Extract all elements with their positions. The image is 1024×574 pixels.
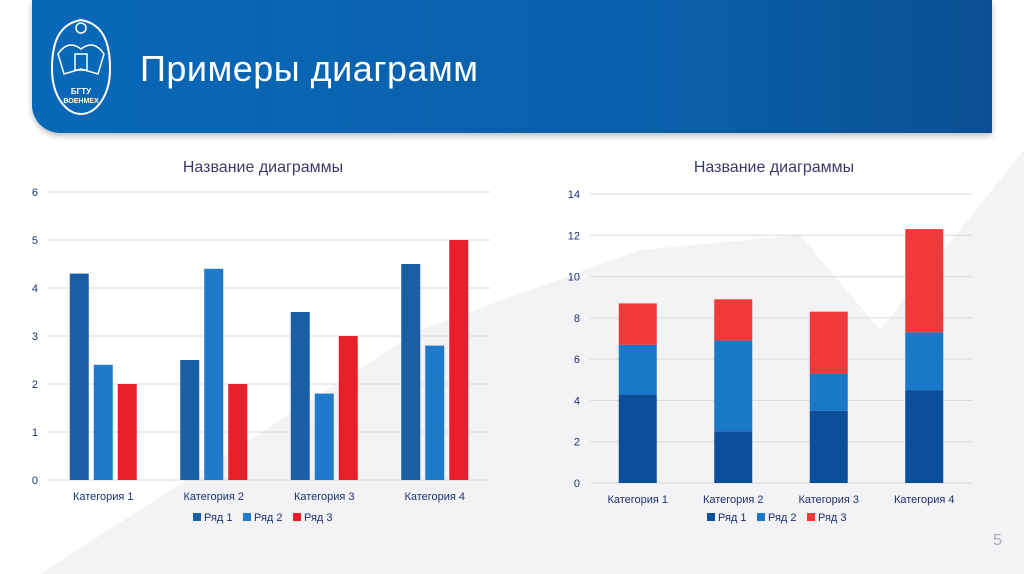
y-tick-label: 14 xyxy=(568,189,580,201)
legend-swatch xyxy=(243,513,251,521)
y-tick-label: 5 xyxy=(32,235,38,247)
legend-swatch xyxy=(293,513,301,521)
legend-label: Ряд 1 xyxy=(718,512,747,524)
bar xyxy=(228,384,248,480)
x-tick-label: Категория 4 xyxy=(404,491,465,503)
clustered-bar-chart: Название диаграммы 0 1 2 3 4 5 6 Категория 1 Кате… xyxy=(32,159,490,524)
slide-header: БГТУ ВОЕНМЕХ Примеры диаграмм xyxy=(32,0,992,133)
legend-label: Ряд 3 xyxy=(818,512,847,524)
legend-label: Ряд 1 xyxy=(204,512,233,524)
bar xyxy=(401,264,421,480)
legend-swatch xyxy=(807,513,815,521)
legend-label: Ряд 2 xyxy=(254,512,283,524)
bar xyxy=(290,312,310,480)
legend-swatch xyxy=(707,513,715,521)
y-tick-label: 2 xyxy=(574,437,580,449)
bar-segment xyxy=(905,332,944,391)
y-tick-label: 12 xyxy=(568,230,580,242)
bar-segment xyxy=(905,390,944,483)
y-tick-label: 2 xyxy=(32,379,38,391)
x-tick-label: Категория 2 xyxy=(703,494,764,506)
y-tick-label: 6 xyxy=(32,187,38,199)
y-tick-label: 0 xyxy=(32,475,38,487)
stacked-bar-chart: Название диаграммы 0 2 4 6 8 10 12 14 Категория 1… xyxy=(568,159,972,524)
bar-segment xyxy=(714,299,753,341)
chart-title: Название диаграммы xyxy=(183,159,343,176)
bar-segment xyxy=(618,303,657,345)
y-tick-label: 4 xyxy=(574,395,580,407)
bar xyxy=(180,360,200,480)
x-tick-label: Категория 1 xyxy=(73,491,134,503)
bar xyxy=(117,384,137,480)
slide-title: Примеры диаграмм xyxy=(140,48,479,89)
bar-segment xyxy=(618,394,657,483)
x-tick-label: Категория 1 xyxy=(607,494,668,506)
bar xyxy=(93,364,113,480)
y-tick-label: 4 xyxy=(32,283,38,295)
page-number: 5 xyxy=(993,532,1002,549)
legend-swatch xyxy=(193,513,201,521)
bar-segment xyxy=(618,344,657,395)
y-tick-label: 0 xyxy=(574,478,580,490)
bar xyxy=(314,393,334,480)
y-tick-label: 3 xyxy=(32,331,38,343)
svg-text:БГТУ: БГТУ xyxy=(71,87,92,96)
bar-segment xyxy=(809,410,848,483)
bar xyxy=(425,345,445,480)
bar-segment xyxy=(809,373,848,411)
bar xyxy=(204,268,224,480)
x-tick-label: Категория 2 xyxy=(183,491,244,503)
y-tick-label: 8 xyxy=(574,313,580,325)
legend-swatch xyxy=(757,513,765,521)
y-tick-label: 1 xyxy=(32,427,38,439)
bar-segment xyxy=(714,340,753,432)
bar-segment xyxy=(714,431,753,483)
x-tick-label: Категория 4 xyxy=(894,494,955,506)
bar xyxy=(338,336,358,480)
bar-segment xyxy=(905,229,944,333)
bar xyxy=(449,240,469,480)
x-tick-label: Категория 3 xyxy=(294,491,355,503)
bar xyxy=(69,273,89,480)
university-logo: БГТУ ВОЕНМЕХ xyxy=(50,18,112,116)
legend-label: Ряд 2 xyxy=(768,512,797,524)
legend-label: Ряд 3 xyxy=(304,512,333,524)
y-tick-label: 10 xyxy=(568,272,580,284)
svg-text:ВОЕНМЕХ: ВОЕНМЕХ xyxy=(63,98,99,105)
bar-segment xyxy=(809,311,848,374)
y-tick-label: 6 xyxy=(574,354,580,366)
x-tick-label: Категория 3 xyxy=(798,494,859,506)
chart-title: Название диаграммы xyxy=(694,159,854,176)
